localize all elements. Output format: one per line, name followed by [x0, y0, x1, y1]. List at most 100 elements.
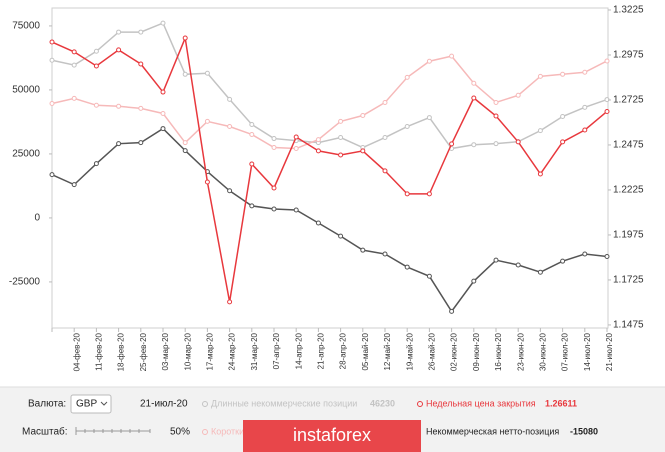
- point: [49, 39, 55, 45]
- point: [338, 233, 344, 239]
- point: [160, 89, 166, 95]
- y2-tick-label: 1.1975: [613, 230, 644, 241]
- legend-value: -15080: [570, 426, 598, 436]
- point: [515, 92, 521, 98]
- point: [182, 35, 188, 41]
- point: [71, 49, 77, 55]
- point: [93, 161, 99, 167]
- x-tick-label: 09-июн-20: [472, 332, 481, 371]
- point: [93, 63, 99, 69]
- point: [116, 29, 122, 35]
- series-line: [51, 22, 608, 150]
- point: [537, 269, 543, 275]
- y-tick-label: -25000: [9, 277, 41, 288]
- point: [249, 131, 255, 137]
- point: [582, 69, 588, 75]
- legend-label: Недельная цена закрытия: [426, 398, 536, 408]
- x-tick-label: 28-апр-20: [339, 332, 348, 369]
- point: [515, 262, 521, 268]
- point: [49, 172, 55, 178]
- point: [249, 203, 255, 209]
- point: [338, 118, 344, 124]
- x-tick-label: 14-июл-20: [583, 332, 592, 371]
- point: [471, 278, 477, 284]
- point: [315, 148, 321, 154]
- x-tick-label: 07-апр-20: [272, 332, 281, 369]
- point: [537, 171, 543, 177]
- point: [560, 114, 566, 120]
- y2-tick-label: 1.1475: [613, 320, 644, 331]
- point: [537, 128, 543, 134]
- legend-icon: [417, 401, 423, 407]
- point: [49, 57, 55, 63]
- point: [204, 118, 210, 124]
- point: [560, 258, 566, 264]
- x-tick-label: 24-мар-20: [228, 332, 237, 370]
- point: [71, 95, 77, 101]
- x-tick-label: 17-мар-20: [206, 332, 215, 370]
- point: [204, 179, 210, 185]
- logo-box: [243, 420, 421, 452]
- x-tick-label: 07-июл-20: [561, 332, 570, 371]
- point: [138, 105, 144, 111]
- scale-label: Масштаб:: [22, 426, 68, 438]
- point: [471, 95, 477, 101]
- y-tick-label: 25000: [12, 149, 40, 160]
- x-tick-label: 10-мар-20: [183, 332, 192, 370]
- currency-select[interactable]: [70, 394, 112, 414]
- point: [293, 146, 299, 152]
- point: [160, 20, 166, 26]
- point: [604, 254, 610, 260]
- point: [138, 29, 144, 35]
- point: [249, 161, 255, 167]
- point: [338, 152, 344, 158]
- y-tick-label: 50000: [12, 85, 40, 96]
- point: [449, 308, 455, 314]
- point: [293, 207, 299, 213]
- scale-ticks: [75, 427, 151, 435]
- x-tick-label: 23-июн-20: [516, 332, 525, 371]
- point: [382, 99, 388, 105]
- point: [604, 108, 610, 114]
- point: [116, 103, 122, 109]
- point: [315, 137, 321, 143]
- point: [49, 100, 55, 106]
- point: [93, 102, 99, 108]
- legend-icon: [202, 401, 208, 407]
- x-tick-label: 04-фев-20: [72, 332, 81, 371]
- point: [204, 70, 210, 76]
- point: [182, 71, 188, 77]
- point: [471, 142, 477, 148]
- point: [160, 126, 166, 132]
- currency-value[interactable]: GBP: [76, 399, 97, 410]
- point: [271, 136, 277, 142]
- point: [537, 73, 543, 79]
- point: [449, 53, 455, 59]
- point: [360, 247, 366, 253]
- legend-value: 46230: [370, 398, 395, 408]
- legend-label: Некоммерческая нетто-позиция: [426, 426, 559, 436]
- legend-icon: [202, 429, 208, 435]
- date: 21-июл-20: [140, 399, 188, 410]
- point: [293, 134, 299, 140]
- point: [560, 71, 566, 77]
- point: [338, 135, 344, 141]
- point: [426, 58, 432, 64]
- x-tick-label: 18-фев-20: [117, 332, 126, 371]
- currency-label: Валюта:: [28, 399, 66, 410]
- legend-label: Длинные некоммерческие позиции: [211, 398, 357, 408]
- x-tick-label: 14-апр-20: [294, 332, 303, 369]
- point: [116, 47, 122, 53]
- point: [182, 140, 188, 146]
- scale-value: 50%: [170, 427, 190, 438]
- point: [227, 299, 233, 305]
- point: [116, 141, 122, 147]
- point: [404, 74, 410, 80]
- x-tick-label: 26-май-20: [428, 332, 437, 370]
- x-tick-label: 30-июн-20: [539, 332, 548, 371]
- legend-value: 1.26611: [545, 398, 577, 408]
- x-tick-label: 11-фев-20: [95, 332, 104, 370]
- point: [382, 168, 388, 174]
- point: [560, 139, 566, 145]
- point: [227, 96, 233, 102]
